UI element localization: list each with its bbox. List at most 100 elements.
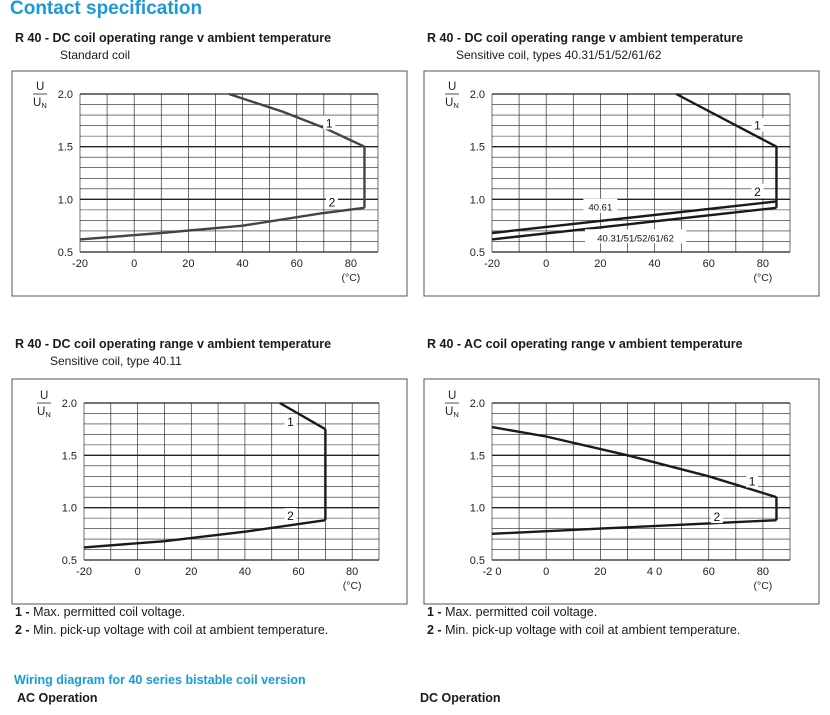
chart-1: -20 0 20 40 60 80 0.5 1.0 1.5 2.0 (°C) U UN 1 2 [11, 70, 408, 297]
y-tick-label: 0.5 [470, 247, 485, 259]
note-2-number: 2 - [427, 623, 442, 637]
chart-2-title: R 40 - DC coil operating range v ambient… [427, 31, 744, 45]
series-line-2 [79, 206, 365, 241]
y-tick-label: 1.5 [470, 450, 485, 462]
chart-3-title: R 40 - DC coil operating range v ambient… [15, 337, 332, 351]
x-unit-label: (°C) [754, 272, 773, 284]
series-label-background [751, 117, 764, 132]
y-tick-label: 1.0 [58, 194, 73, 206]
x-tick-label: 20 [182, 258, 194, 270]
x-tick-label: 0 [543, 258, 549, 270]
note-2-number: 2 - [15, 623, 30, 637]
y-label-numerator: U [36, 81, 44, 93]
y-label-numerator: U [448, 390, 456, 402]
x-tick-label: 60 [703, 566, 715, 578]
note-1-number: 1 - [15, 605, 30, 619]
x-tick-label: 4 0 [647, 566, 662, 578]
series-line-2 [83, 519, 326, 549]
y-tick-label: 0.5 [58, 247, 73, 259]
chart-1-subtitle: Standard coil [60, 48, 131, 62]
series-label: 2 [754, 185, 761, 199]
x-tick-label: 40 [239, 566, 251, 578]
series-label-background [710, 509, 723, 524]
y-tick-label: 1.0 [470, 503, 485, 515]
x-tick-label: -20 [484, 258, 500, 270]
wiring-diagram-title: Wiring diagram for 40 series bistable co… [14, 673, 306, 687]
x-tick-label: 80 [345, 258, 357, 270]
x-tick-label: -20 [72, 258, 88, 270]
x-unit-label: (°C) [343, 580, 362, 592]
series-label: 2 [287, 509, 294, 523]
chart-1-title: R 40 - DC coil operating range v ambient… [15, 31, 332, 45]
chart-4: -2 0 0 20 4 0 60 80 0.5 1.0 1.5 2.0 (°C) U UN 1 2 [423, 378, 820, 605]
note-2-left: 2 - Min. pick-up voltage with coil at am… [15, 623, 328, 637]
x-tick-label: 20 [594, 566, 606, 578]
y-tick-label: 1.0 [62, 503, 77, 515]
x-tick-label: 40 [648, 258, 660, 270]
series-label-background [284, 508, 297, 523]
series-label: 40.31/51/52/61/62 [597, 233, 674, 244]
x-tick-label: -2 0 [483, 566, 502, 578]
series-label-background [284, 413, 297, 428]
series-label-background [325, 194, 338, 209]
note-2-text: Min. pick-up voltage with coil at ambien… [29, 623, 329, 637]
note-1-left: 1 - Max. permitted coil voltage. [15, 605, 185, 619]
x-tick-label: 40 [236, 258, 248, 270]
series-label: 1 [287, 415, 294, 429]
chart-2-subtitle: Sensitive coil, types 40.31/51/52/61/62 [456, 48, 662, 62]
series-line-1 [491, 425, 777, 499]
series-line-1 [675, 92, 778, 148]
x-tick-label: 80 [346, 566, 358, 578]
x-tick-label: 0 [131, 258, 137, 270]
chart-frame [423, 70, 820, 297]
y-label-denominator: UN [445, 97, 459, 110]
y-tick-label: 2.0 [58, 89, 73, 101]
y-label-denominator: UN [33, 97, 47, 110]
note-1-number: 1 - [427, 605, 442, 619]
series-label-background [746, 473, 759, 488]
x-tick-label: 0 [135, 566, 141, 578]
series-line-3 [491, 206, 777, 241]
series-label-background [751, 183, 764, 198]
x-tick-label: 60 [703, 258, 715, 270]
series-label: 1 [326, 116, 333, 130]
series-label: 40.61 [588, 203, 612, 214]
y-tick-label: 2.0 [470, 398, 485, 410]
chart-frame [11, 378, 408, 605]
y-tick-label: 1.5 [58, 142, 73, 154]
series-line-1 [228, 92, 366, 148]
note-1-right: 1 - Max. permitted coil voltage. [427, 605, 597, 619]
y-tick-label: 2.0 [62, 398, 77, 410]
chart-2: -20 0 20 40 60 80 0.5 1.0 1.5 2.0 (°C) U UN 1 2 40.61 40… [423, 70, 820, 297]
y-tick-label: 0.5 [62, 555, 77, 567]
series-label: 1 [749, 475, 756, 489]
note-1-text: Max. permitted coil voltage. [29, 605, 186, 619]
note-2-right: 2 - Min. pick-up voltage with coil at am… [427, 623, 740, 637]
x-tick-label: 60 [292, 566, 304, 578]
y-tick-label: 0.5 [470, 555, 485, 567]
x-tick-label: 20 [594, 258, 606, 270]
dc-operation-heading: DC Operation [420, 691, 501, 705]
series-line-1 [279, 401, 326, 431]
x-tick-label: 0 [543, 566, 549, 578]
y-label-numerator: U [40, 390, 48, 402]
chart-frame [423, 378, 820, 605]
series-label-background [584, 229, 687, 244]
y-tick-label: 1.5 [62, 450, 77, 462]
y-tick-label: 1.5 [470, 142, 485, 154]
x-tick-label: 60 [291, 258, 303, 270]
chart-frame [11, 70, 408, 297]
x-tick-label: 80 [757, 258, 769, 270]
chart-3-subtitle: Sensitive coil, type 40.11 [50, 354, 182, 368]
y-tick-label: 1.0 [470, 194, 485, 206]
series-line-2 [491, 519, 777, 535]
chart-3: -20 0 20 40 60 80 0.5 1.0 1.5 2.0 (°C) U UN 1 2 [11, 378, 408, 605]
x-tick-label: -20 [76, 566, 92, 578]
series-label: 2 [329, 195, 336, 209]
x-tick-label: 20 [185, 566, 197, 578]
series-label-background [323, 115, 336, 130]
series-line-2 [491, 200, 777, 235]
y-label-denominator: UN [37, 406, 51, 419]
series-label: 2 [714, 510, 721, 524]
